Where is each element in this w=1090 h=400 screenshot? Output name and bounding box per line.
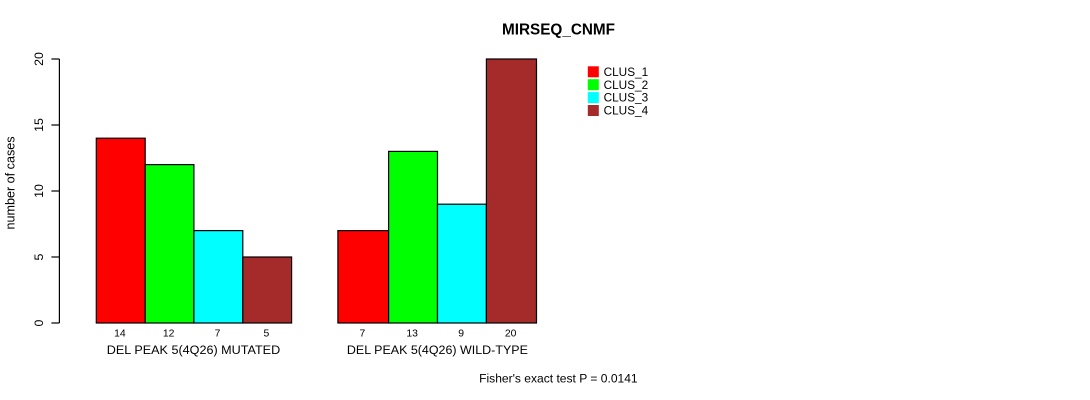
svg-text:number of cases: number of cases bbox=[3, 136, 17, 229]
svg-text:DEL PEAK 5(4Q26) WILD-TYPE: DEL PEAK 5(4Q26) WILD-TYPE bbox=[347, 343, 528, 357]
svg-text:Fisher's exact test P = 0.0141: Fisher's exact test P = 0.0141 bbox=[479, 371, 638, 385]
svg-text:9: 9 bbox=[458, 329, 464, 340]
svg-text:20: 20 bbox=[505, 329, 517, 340]
svg-text:10: 10 bbox=[32, 184, 46, 198]
svg-text:5: 5 bbox=[264, 329, 270, 340]
svg-text:0: 0 bbox=[32, 319, 46, 326]
svg-text:DEL PEAK 5(4Q26) MUTATED: DEL PEAK 5(4Q26) MUTATED bbox=[107, 343, 281, 357]
svg-text:20: 20 bbox=[32, 52, 46, 66]
svg-text:5: 5 bbox=[32, 253, 46, 260]
svg-text:14: 14 bbox=[114, 329, 126, 340]
svg-text:MIRSEQ_CNMF: MIRSEQ_CNMF bbox=[502, 22, 615, 39]
svg-text:13: 13 bbox=[406, 329, 418, 340]
svg-text:CLUS_4: CLUS_4 bbox=[604, 103, 649, 117]
svg-text:CLUS_3: CLUS_3 bbox=[604, 91, 649, 105]
svg-text:7: 7 bbox=[215, 329, 221, 340]
svg-text:12: 12 bbox=[163, 329, 175, 340]
svg-text:15: 15 bbox=[32, 118, 46, 132]
svg-text:7: 7 bbox=[360, 329, 366, 340]
svg-text:CLUS_1: CLUS_1 bbox=[604, 65, 649, 79]
svg-text:CLUS_2: CLUS_2 bbox=[604, 78, 649, 92]
